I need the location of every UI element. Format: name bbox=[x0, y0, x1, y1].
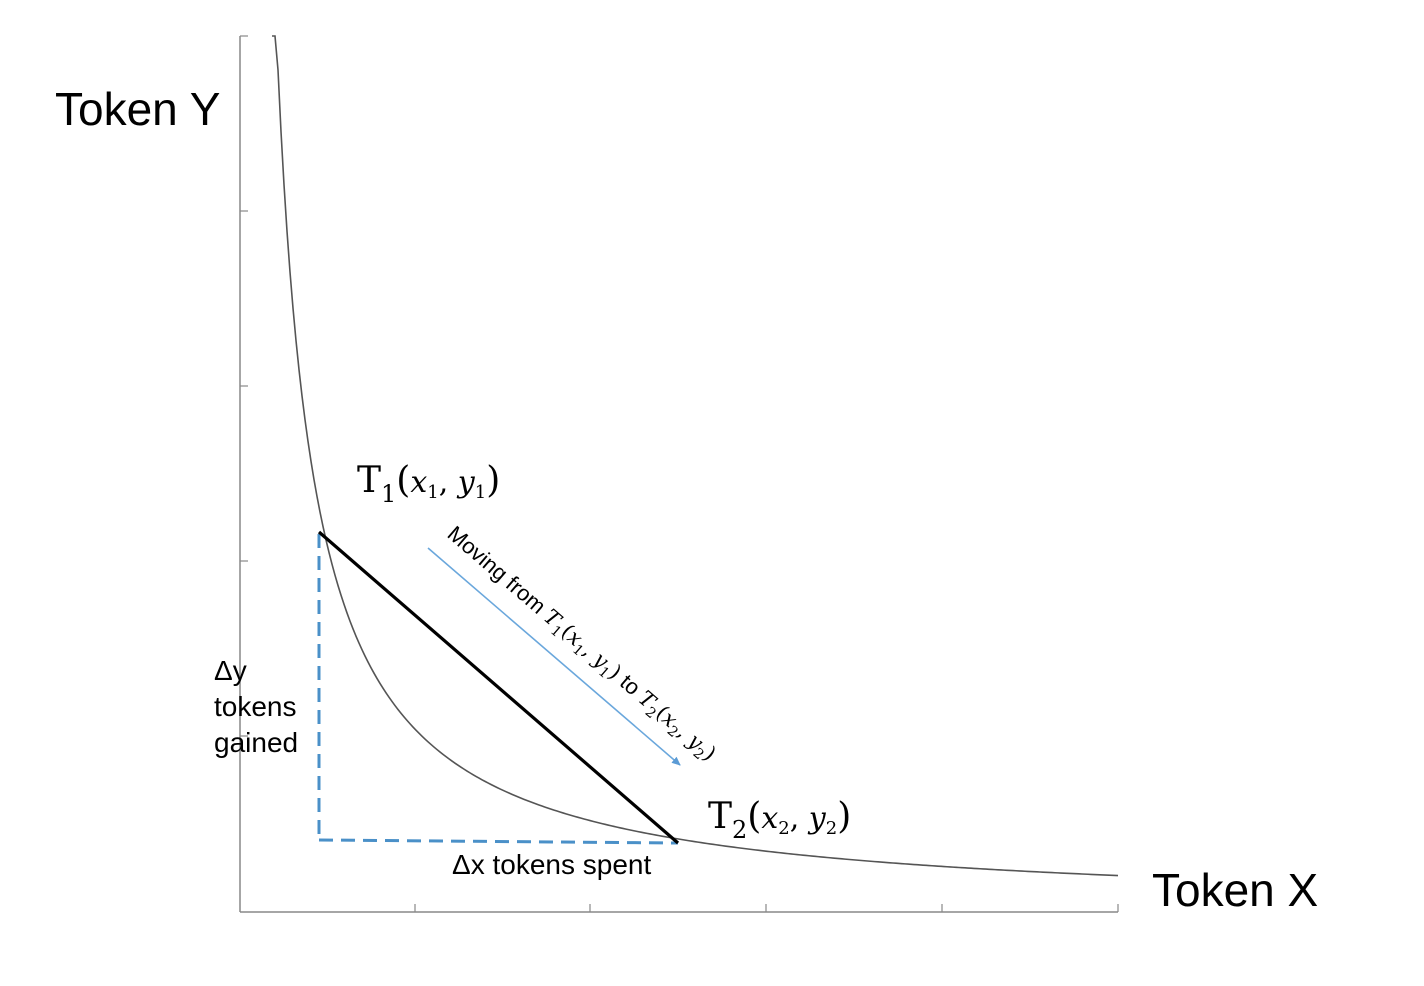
t1-x-index: 1 bbox=[427, 482, 438, 503]
t1-y-var: y bbox=[456, 465, 476, 500]
t2-x-var: x bbox=[761, 801, 778, 836]
delta-y-label-line: tokens bbox=[214, 691, 297, 722]
t2-x-index: 2 bbox=[778, 818, 789, 839]
delta-y-label-line: gained bbox=[214, 727, 298, 758]
t2-y-var: y bbox=[807, 801, 827, 836]
t1-label: T1(x1, y1) bbox=[357, 460, 500, 508]
axes bbox=[239, 35, 1119, 913]
t2-index: 2 bbox=[732, 816, 747, 844]
direction-arrow bbox=[427, 547, 681, 766]
y-axis-title: Token Y bbox=[55, 83, 220, 135]
arrow-label-prefix: Moving from bbox=[443, 521, 556, 623]
delta-y-label: Δy tokens gained bbox=[214, 655, 298, 758]
delta-x-label: Δx tokens spent bbox=[452, 849, 651, 880]
t1-index: 1 bbox=[381, 480, 396, 508]
delta-x-dashed-line bbox=[318, 838, 679, 845]
trade-chord-line bbox=[317, 530, 680, 845]
t1-y-index: 1 bbox=[475, 482, 486, 503]
x-axis-title: Token X bbox=[1152, 864, 1318, 916]
direction-arrow-label: Moving from T1(x1, y1) to T2(x2, y2) bbox=[440, 521, 721, 769]
t2-label: T2(x2, y2) bbox=[708, 796, 851, 844]
t2-y-index: 2 bbox=[826, 818, 837, 839]
delta-lines bbox=[317, 534, 679, 845]
bonding-curve bbox=[272, 35, 1119, 877]
t1-symbol: T bbox=[357, 460, 381, 501]
t1-x-var: x bbox=[410, 465, 427, 500]
t2-symbol: T bbox=[708, 796, 732, 837]
delta-y-label-line: Δy bbox=[214, 655, 247, 686]
